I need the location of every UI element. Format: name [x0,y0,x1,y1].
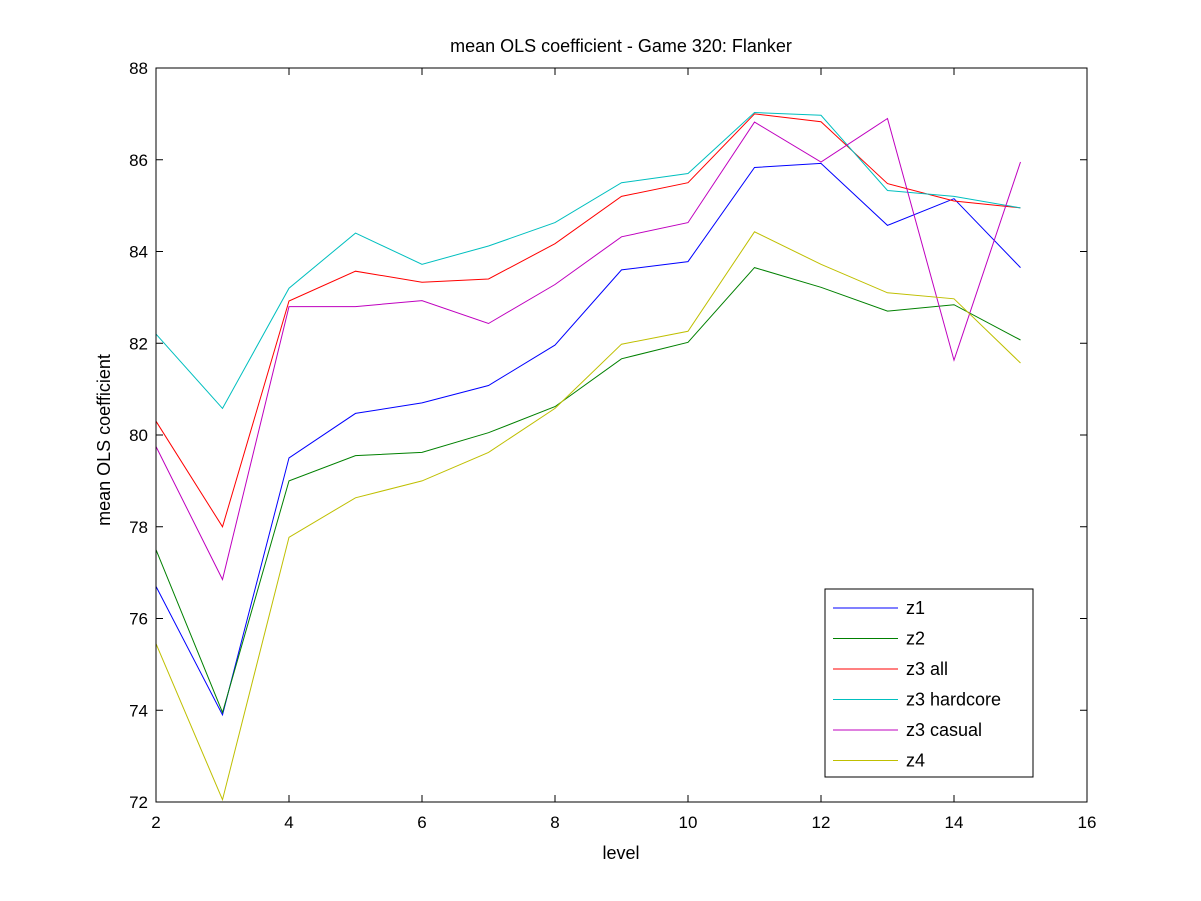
legend: z1 z2 z3 all z3 hardcore z3 casual z4 [824,588,1034,778]
series-line-z3-casual [155,117,1021,581]
x-tick-label: 8 [550,813,559,832]
x-tick-label: 10 [679,813,698,832]
x-tick-label: 6 [417,813,426,832]
y-tick-label: 76 [129,610,148,629]
series-layer [155,111,1021,802]
series-line-z2 [155,267,1021,715]
y-tick-label: 88 [129,59,148,78]
legend-label: z4 [906,751,925,771]
legend-items: z1 z2 z3 all z3 hardcore z3 casual z4 [833,598,1001,771]
series-line-z3-hardcore [155,111,1021,410]
ticks-layer: 2 4 6 8 10 12 14 16 72 74 76 78 80 82 84 86 88 [129,59,1096,832]
y-tick-label: 72 [129,793,148,812]
series-line-z3-all [155,113,1021,529]
x-tick-label: 4 [284,813,293,832]
x-tick-label: 12 [812,813,831,832]
legend-box [824,588,1034,778]
x-tick-label: 14 [945,813,964,832]
x-tick-label: 2 [151,813,160,832]
legend-label: z3 hardcore [906,690,1001,710]
series-line-z1 [155,162,1021,717]
x-axis-title: level [602,843,639,863]
y-tick-label: 84 [129,243,148,262]
y-tick-label: 82 [129,334,148,353]
y-tick-label: 78 [129,518,148,537]
chart-title: mean OLS coefficient - Game 320: Flanker [450,36,792,56]
legend-label: z1 [906,598,925,618]
legend-label: z2 [906,629,925,649]
y-tick-label: 86 [129,151,148,170]
y-tick-label: 74 [129,701,148,720]
x-tick-label: 16 [1078,813,1097,832]
legend-label: z3 all [906,659,948,679]
legend-label: z3 casual [906,720,982,740]
series-line-z4 [155,231,1021,802]
y-tick-label: 80 [129,426,148,445]
y-axis-title: mean OLS coefficient [94,354,114,526]
